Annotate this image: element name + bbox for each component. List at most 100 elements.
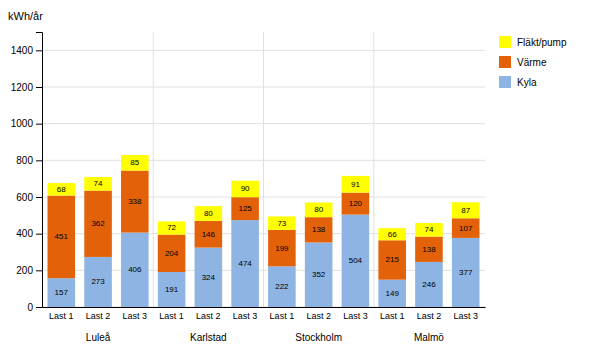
y-tick: 200 (16, 265, 42, 276)
x-tick-label: Last 3 (233, 311, 258, 321)
legend-item: Kyla (499, 76, 537, 88)
y-tick-label: 400 (16, 228, 33, 239)
y-tick: 1400 (11, 45, 42, 56)
data-label: 474 (238, 259, 252, 268)
x-tick: Last 2 (306, 307, 331, 321)
data-label: 73 (277, 219, 286, 228)
x-tick: Last 1 (270, 307, 295, 321)
y-axis-line (36, 33, 43, 308)
y-tick-label: 600 (16, 192, 33, 203)
bar-segment (342, 193, 370, 215)
legend-item: Fläkt/pump (499, 36, 567, 48)
x-tick: Last 3 (123, 307, 148, 321)
x-tick-label: Last 2 (417, 311, 442, 321)
x-tick-label: Last 3 (123, 311, 148, 321)
group-labels: LuleåKarlstadStockholmMalmö (86, 332, 445, 343)
y-tick-mark (36, 160, 42, 161)
y-tick-mark (36, 50, 42, 51)
bar-segment (378, 280, 406, 307)
y-tick-label: 1400 (11, 45, 34, 56)
y-tick-mark (36, 270, 42, 271)
data-label: 85 (130, 158, 139, 167)
data-label: 504 (349, 256, 363, 265)
group-separator (153, 32, 154, 307)
data-label: 377 (459, 268, 473, 277)
group-separators (153, 32, 374, 307)
data-label: 146 (202, 230, 216, 239)
x-tick: Last 3 (233, 307, 258, 321)
y-tick: 400 (16, 228, 42, 239)
legend-label: Kyla (517, 77, 537, 88)
data-label: 80 (204, 209, 213, 218)
bar-segment (195, 206, 223, 221)
y-tick-mark (36, 87, 42, 88)
bar-segment (48, 196, 76, 279)
bars (48, 155, 480, 307)
data-label: 406 (128, 265, 142, 274)
data-label: 199 (275, 244, 289, 253)
data-label: 451 (55, 232, 69, 241)
x-tick: Last 2 (417, 307, 442, 321)
data-label: 68 (57, 185, 66, 194)
x-tick: Last 3 (343, 307, 368, 321)
bar-segment (305, 217, 333, 242)
bar-segment (415, 237, 443, 262)
data-label: 222 (275, 282, 289, 291)
legend-label: Värme (517, 57, 547, 68)
legend-item: Värme (499, 56, 547, 68)
bar-segment (231, 220, 259, 307)
bar-segment (84, 177, 112, 191)
bar-segment (305, 242, 333, 307)
x-axis: Last 1 Last 2 Last 3 Last 1 Last 2 Last 3 Last… (43, 307, 486, 321)
x-tick: Last 2 (196, 307, 221, 321)
x-tick-label: Last 2 (196, 311, 221, 321)
x-tick-label: Last 1 (380, 311, 405, 321)
y-axis: 0200400600800100012001400 (11, 33, 43, 313)
data-label: 246 (422, 280, 436, 289)
data-label: 138 (312, 225, 326, 234)
group-label: Malmö (414, 332, 444, 343)
bar-segment (342, 176, 370, 193)
legend: Fläkt/pump Värme Kyla (499, 36, 567, 88)
y-tick: 600 (16, 192, 42, 203)
y-tick-label: 0 (27, 302, 33, 313)
bar-segment (378, 240, 406, 279)
chart-container: 1572734061913244742223525041492463774513… (0, 0, 595, 355)
x-tick: Last 2 (86, 307, 111, 321)
y-tick: 1000 (11, 118, 42, 129)
data-label: 324 (202, 273, 216, 282)
bar-segment (195, 221, 223, 248)
bar-segment (268, 216, 296, 229)
legend-swatch (499, 56, 511, 68)
y-tick-label: 1200 (11, 82, 34, 93)
x-tick: Last 3 (453, 307, 478, 321)
y-axis-title: kWh/år (8, 10, 43, 22)
y-tick: 1200 (11, 82, 42, 93)
data-label: 74 (424, 225, 433, 234)
data-label: 338 (128, 197, 142, 206)
data-label: 80 (314, 205, 323, 214)
y-tick-label: 200 (16, 265, 33, 276)
data-label: 72 (167, 223, 176, 232)
bar-segment (415, 262, 443, 307)
x-axis-line (43, 307, 486, 308)
x-tick: Last 1 (380, 307, 405, 321)
x-tick-label: Last 1 (270, 311, 295, 321)
data-label: 66 (388, 230, 397, 239)
bar-segment (48, 183, 76, 195)
y-tick-mark (36, 234, 42, 235)
group-label: Karlstad (190, 332, 227, 343)
group-label: Luleå (86, 332, 111, 343)
data-label: 74 (94, 179, 103, 188)
data-label: 157 (55, 288, 69, 297)
bar-segment (48, 278, 76, 307)
group-separator (263, 32, 264, 307)
bar-segment (84, 191, 112, 257)
bar-segment (452, 218, 480, 238)
bar-segment (231, 197, 259, 220)
y-tick-mark (36, 124, 42, 125)
data-label: 91 (351, 180, 360, 189)
y-tick-mark (36, 197, 42, 198)
data-label: 138 (422, 245, 436, 254)
legend-swatch (499, 36, 511, 48)
